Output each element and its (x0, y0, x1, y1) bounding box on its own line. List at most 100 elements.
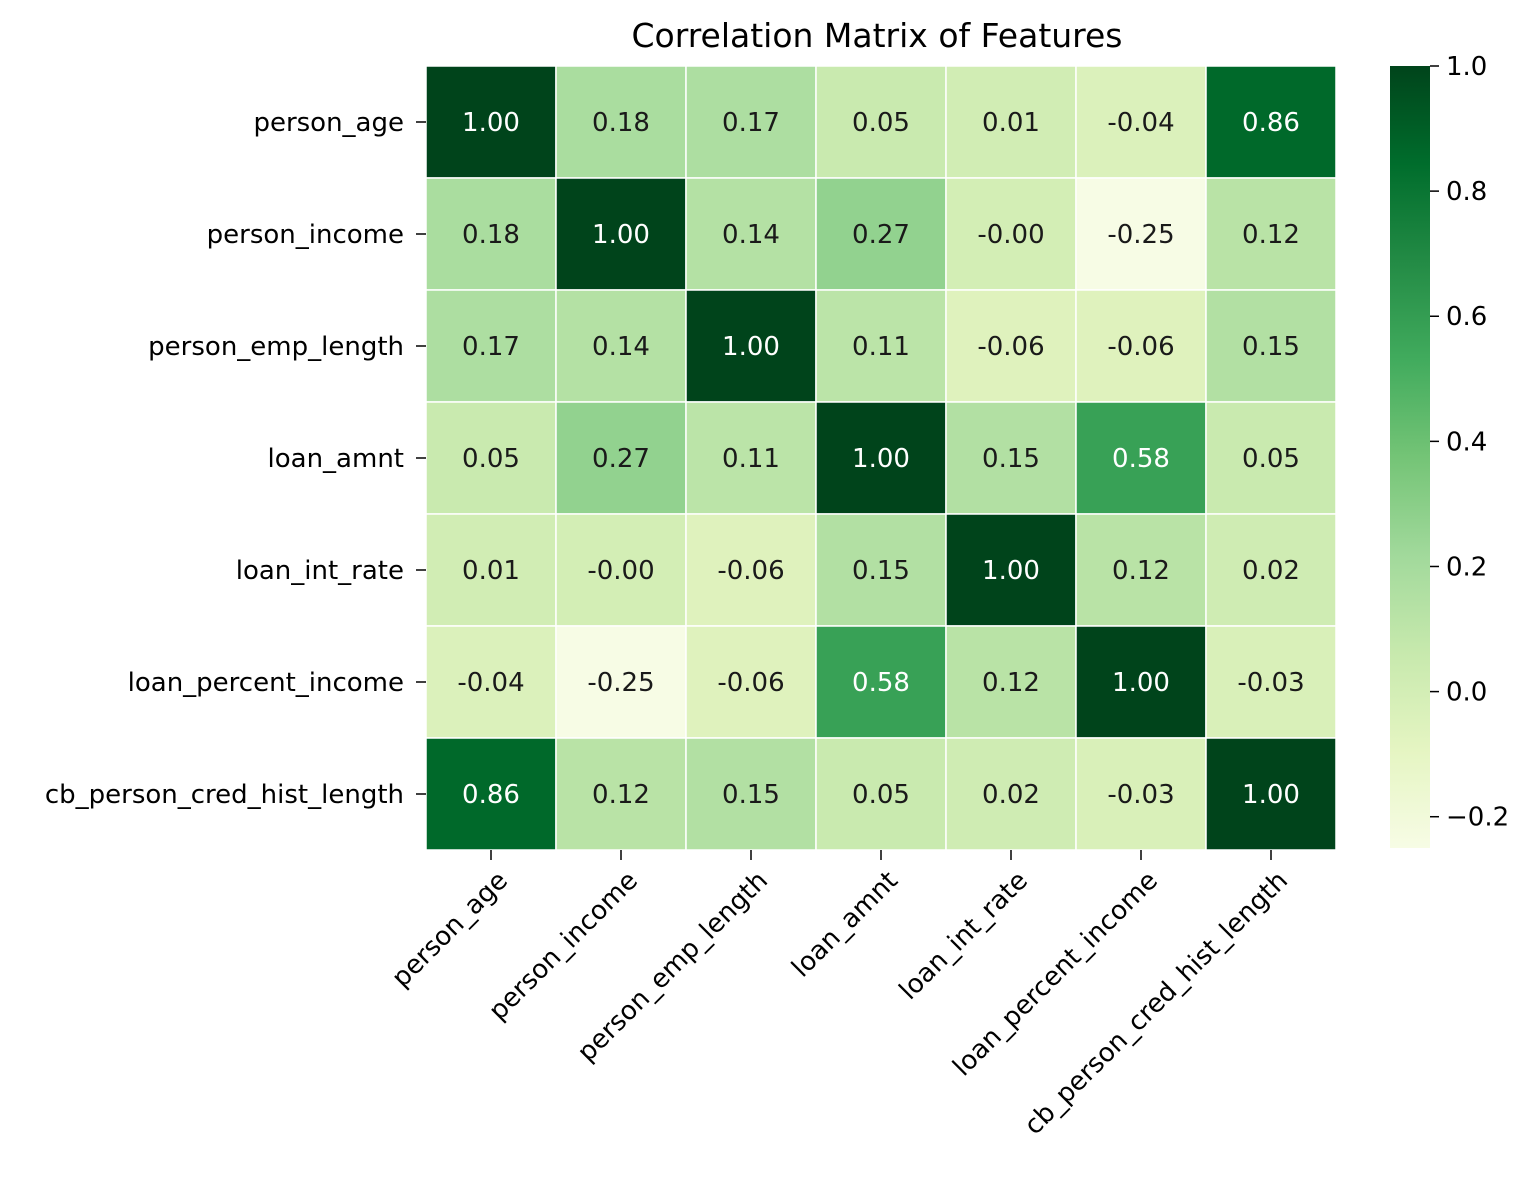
cell-value-label: 0.15 (1242, 332, 1300, 362)
cell-value-label: 0.14 (722, 220, 780, 250)
y-axis: person_age person_income person_emp_length… (45, 108, 426, 810)
cell-value-label: 0.02 (1242, 556, 1300, 586)
cell-value-label: 0.18 (462, 220, 520, 250)
cell-value-label: 0.11 (852, 332, 910, 362)
cell-value-label: 0.02 (982, 780, 1040, 810)
cell-value-label: 0.27 (592, 444, 650, 474)
heatmap-cell (815, 737, 947, 851)
heatmap-cell (555, 625, 687, 739)
cell-value-label: 0.58 (1112, 444, 1170, 474)
cell-value-label: 1.00 (462, 108, 520, 138)
cell-value-label: 0.12 (982, 668, 1040, 698)
y-tick-label: loan_amnt (268, 444, 404, 474)
y-tick-label: loan_int_rate (236, 556, 404, 586)
heatmap-cell (685, 737, 817, 851)
heatmap-cell (1205, 177, 1337, 291)
heatmap-cell (685, 625, 817, 739)
cell-value-label: 0.58 (852, 668, 910, 698)
cell-value-label: 1.00 (592, 220, 650, 250)
cell-value-label: 0.05 (1242, 444, 1300, 474)
cell-value-label: -0.03 (1237, 668, 1304, 698)
heatmap-cell (555, 289, 687, 403)
heatmap-cell (685, 513, 817, 627)
cell-value-label: 0.86 (462, 780, 520, 810)
cell-value-label: -0.25 (587, 668, 654, 698)
heatmap-cell (425, 737, 557, 851)
x-tick-label: loan_amnt (786, 866, 904, 984)
heatmap-cell (1205, 289, 1337, 403)
heatmap-cell (815, 289, 947, 403)
heatmap-cell (425, 401, 557, 515)
heatmap-cell (425, 513, 557, 627)
heatmap-cell (1075, 737, 1207, 851)
cell-value-label: -0.04 (1107, 108, 1174, 138)
y-tick-label: person_income (207, 220, 404, 250)
y-tick-label: person_emp_length (148, 332, 404, 362)
cell-value-label: 0.17 (722, 108, 780, 138)
cell-value-label: 1.00 (1242, 780, 1300, 810)
cell-value-label: 0.86 (1242, 108, 1300, 138)
heatmap-cell (945, 177, 1077, 291)
x-tick-label: person_age (386, 866, 514, 994)
heatmap-cell (1205, 401, 1337, 515)
y-tick-label: person_age (253, 108, 404, 138)
cell-value-label: -0.00 (587, 556, 654, 586)
heatmap-cell (555, 401, 687, 515)
colorbar-tick-label: 1.0 (1446, 52, 1487, 82)
cell-value-label: -0.25 (1107, 220, 1174, 250)
colorbar-tick-label: 0.2 (1446, 552, 1487, 582)
heatmap-cell (685, 177, 817, 291)
cell-value-label: -0.00 (977, 220, 1044, 250)
cell-value-label: 0.05 (462, 444, 520, 474)
colorbar-tick-label: 0.0 (1446, 678, 1487, 708)
heatmap-cell (685, 65, 817, 179)
colorbar-tick-label: 0.8 (1446, 177, 1487, 207)
cell-value-label: 0.05 (852, 780, 910, 810)
heatmap-cell-labels: 1.00 0.18 0.17 0.05 0.01 -0.04 0.86 0.18 1.00 0.1… (457, 108, 1304, 810)
heatmap-cell (945, 65, 1077, 179)
cell-value-label: 0.01 (982, 108, 1040, 138)
heatmap-cells (425, 65, 1337, 851)
cell-value-label: 1.00 (852, 444, 910, 474)
cell-value-label: 0.01 (462, 556, 520, 586)
cell-value-label: 0.12 (1112, 556, 1170, 586)
heatmap-cell (945, 625, 1077, 739)
cell-value-label: 0.18 (592, 108, 650, 138)
cell-value-label: 0.05 (852, 108, 910, 138)
cell-value-label: 0.14 (592, 332, 650, 362)
heatmap-cell (815, 625, 947, 739)
heatmap-cell (685, 289, 817, 403)
chart-title: Correlation Matrix of Features (631, 16, 1122, 55)
colorbar: 1.0 0.8 0.6 0.4 0.2 0.0 −0.2 (1390, 52, 1509, 848)
cell-value-label: -0.06 (1107, 332, 1174, 362)
cell-value-label: 1.00 (1112, 668, 1170, 698)
heatmap-cell (1075, 65, 1207, 179)
cell-value-label: -0.04 (457, 668, 524, 698)
colorbar-tick-label: −0.2 (1446, 803, 1509, 833)
heatmap-cell (1205, 513, 1337, 627)
x-tick-label: cb_person_cred_hist_length (1019, 866, 1294, 1141)
cell-value-label: -0.06 (717, 668, 784, 698)
heatmap-cell (1075, 177, 1207, 291)
heatmap-cell (815, 401, 947, 515)
cell-value-label: 0.17 (462, 332, 520, 362)
cell-value-label: -0.03 (1107, 780, 1174, 810)
heatmap-cell (945, 289, 1077, 403)
colorbar-tick-label: 0.6 (1446, 302, 1487, 332)
cell-value-label: -0.06 (717, 556, 784, 586)
heatmap-cell (1205, 625, 1337, 739)
cell-value-label: 0.12 (1242, 220, 1300, 250)
heatmap-cell (1075, 401, 1207, 515)
x-tick-label: loan_int_rate (894, 866, 1034, 1006)
y-tick-label: loan_percent_income (128, 668, 404, 698)
x-axis: person_ageperson_incomeperson_emp_length… (386, 850, 1294, 1141)
cell-value-label: 0.15 (982, 444, 1040, 474)
y-tick-label: cb_person_cred_hist_length (45, 780, 404, 810)
colorbar-tick-label: 0.4 (1446, 427, 1487, 457)
heatmap-cell (425, 65, 557, 179)
colorbar-gradient (1390, 66, 1430, 848)
heatmap-cell (1075, 289, 1207, 403)
heatmap-cell (425, 625, 557, 739)
cell-value-label: 0.27 (852, 220, 910, 250)
